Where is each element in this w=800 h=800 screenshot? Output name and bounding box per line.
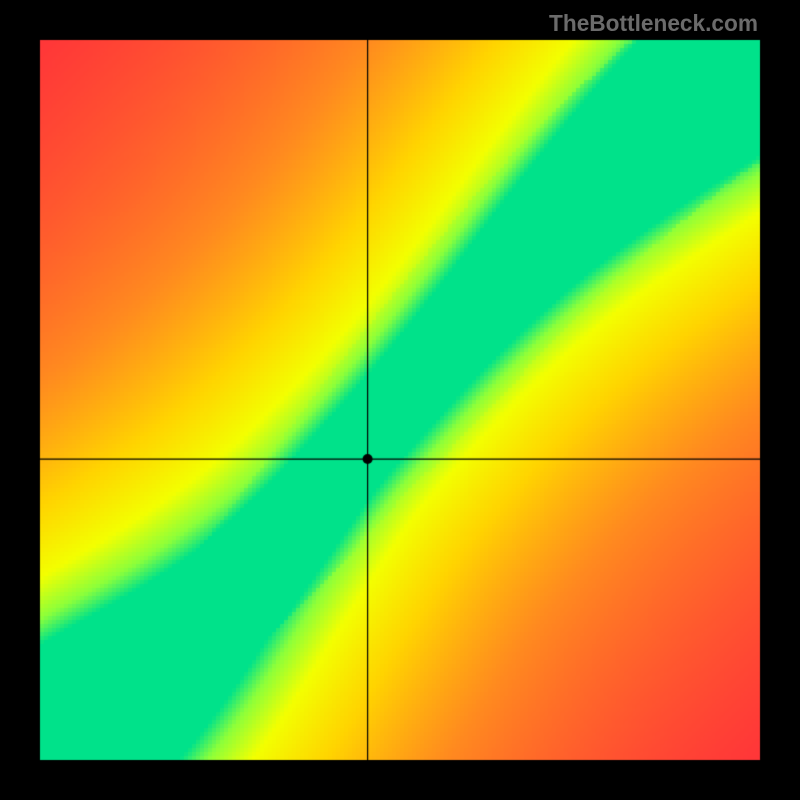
chart-root: TheBottleneck.com <box>0 0 800 800</box>
watermark-text: TheBottleneck.com <box>549 10 758 37</box>
heatmap-canvas <box>0 0 800 800</box>
